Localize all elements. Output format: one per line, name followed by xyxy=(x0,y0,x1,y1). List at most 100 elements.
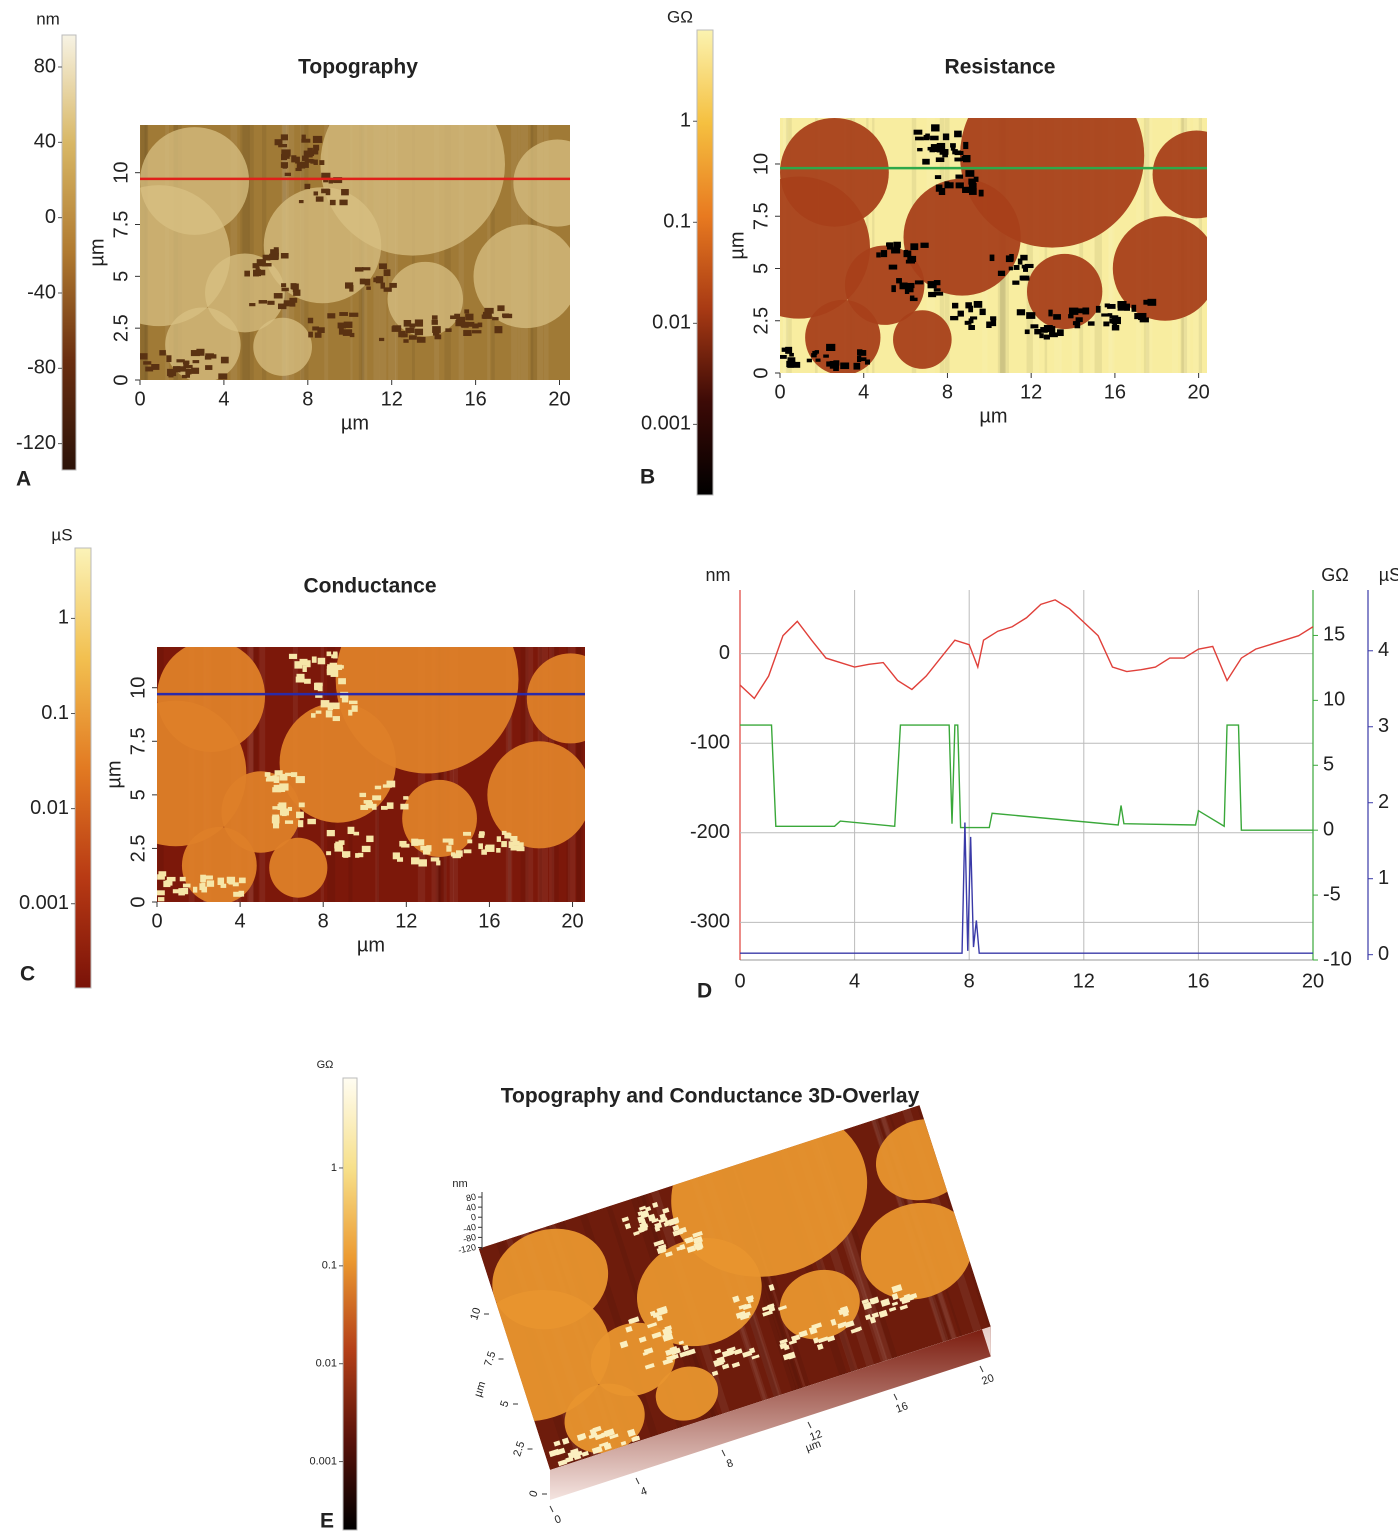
speck xyxy=(301,134,306,142)
colorbar xyxy=(61,34,77,471)
grain xyxy=(590,1322,676,1397)
speck xyxy=(405,327,415,334)
speck xyxy=(382,784,393,788)
z-tick-label: -120 xyxy=(457,1242,477,1256)
speck xyxy=(656,1315,663,1322)
speck xyxy=(1043,334,1050,340)
speck xyxy=(968,305,974,313)
speck xyxy=(1076,308,1085,314)
speck xyxy=(329,662,338,671)
speck xyxy=(302,665,307,672)
speck xyxy=(767,1303,775,1309)
y3-axis-label: µS xyxy=(1379,565,1398,585)
speck xyxy=(313,144,320,151)
speck xyxy=(857,349,863,356)
y-tick-label: 10 xyxy=(110,162,132,184)
speck xyxy=(501,830,507,835)
speck xyxy=(1020,275,1030,281)
speck xyxy=(915,136,924,141)
speck xyxy=(512,840,520,846)
speck xyxy=(789,352,794,357)
speck xyxy=(496,836,501,842)
speck xyxy=(679,1243,686,1251)
speck xyxy=(886,242,894,250)
speck xyxy=(973,176,979,182)
speck xyxy=(330,669,339,677)
speck xyxy=(923,134,930,141)
speck xyxy=(388,802,394,807)
colorbar-tick-label: -80 xyxy=(27,357,56,379)
speck xyxy=(913,129,923,135)
speck xyxy=(652,1201,659,1208)
speck xyxy=(172,889,183,894)
speck xyxy=(735,1310,747,1319)
speck xyxy=(620,1440,627,1446)
speck xyxy=(271,816,280,824)
colorbar-tick-label: 80 xyxy=(34,55,56,77)
texture-streak xyxy=(1108,118,1113,373)
speck xyxy=(970,316,978,320)
speck xyxy=(762,1310,773,1317)
image xyxy=(157,647,585,902)
speck xyxy=(361,845,371,853)
speck xyxy=(304,678,311,684)
speck xyxy=(656,1305,668,1315)
speck xyxy=(1043,325,1053,333)
speck xyxy=(1082,307,1090,315)
speck xyxy=(401,843,410,848)
speck xyxy=(411,838,419,846)
y-tick-label: -100 xyxy=(690,731,730,753)
speck xyxy=(891,1301,899,1306)
y-tick-label: 5 xyxy=(750,263,772,274)
y-tick-label: -200 xyxy=(690,821,730,843)
speck xyxy=(337,322,346,329)
speck xyxy=(326,651,332,657)
speck xyxy=(933,288,941,292)
speck xyxy=(326,851,332,856)
speck xyxy=(290,283,297,290)
speck xyxy=(389,282,397,288)
speck xyxy=(478,843,483,850)
speck xyxy=(662,1332,674,1342)
panel-title: Conductance xyxy=(303,575,436,598)
x-tick-label: 0 xyxy=(151,910,162,932)
x-tick-label: 16 xyxy=(894,1400,910,1415)
speck xyxy=(258,300,268,304)
speck xyxy=(637,1210,644,1217)
speck xyxy=(931,124,940,132)
texture-streak xyxy=(417,647,426,902)
speck xyxy=(290,772,298,778)
x-tick-label: 12 xyxy=(1020,381,1042,403)
speck xyxy=(420,845,427,851)
speck xyxy=(817,1336,829,1344)
y-tick-label: 0 xyxy=(127,896,149,907)
speck xyxy=(191,367,200,374)
speck xyxy=(182,883,191,888)
speck xyxy=(185,364,193,369)
speck xyxy=(336,664,343,671)
speck xyxy=(658,1217,668,1224)
speck xyxy=(344,282,354,289)
speck xyxy=(644,1363,655,1370)
grain xyxy=(473,224,570,329)
speck xyxy=(288,653,298,659)
speck xyxy=(933,280,941,286)
speck xyxy=(944,182,954,189)
x-tick-label: 4 xyxy=(639,1485,649,1498)
speck xyxy=(664,1219,671,1225)
speck xyxy=(654,1222,663,1230)
speck xyxy=(338,840,345,845)
speck xyxy=(942,153,948,158)
speck xyxy=(304,184,311,190)
speck xyxy=(450,315,458,320)
speck xyxy=(392,325,402,332)
x-tick-label: 20 xyxy=(561,910,583,932)
speck xyxy=(561,1437,570,1445)
speck xyxy=(644,1206,652,1212)
x-axis-label: µm xyxy=(804,1438,823,1455)
speck xyxy=(1056,329,1064,337)
z-tick-label: 0 xyxy=(470,1212,477,1223)
y-axis-label: nm xyxy=(705,565,730,585)
speck xyxy=(296,811,304,819)
speck xyxy=(416,336,426,343)
